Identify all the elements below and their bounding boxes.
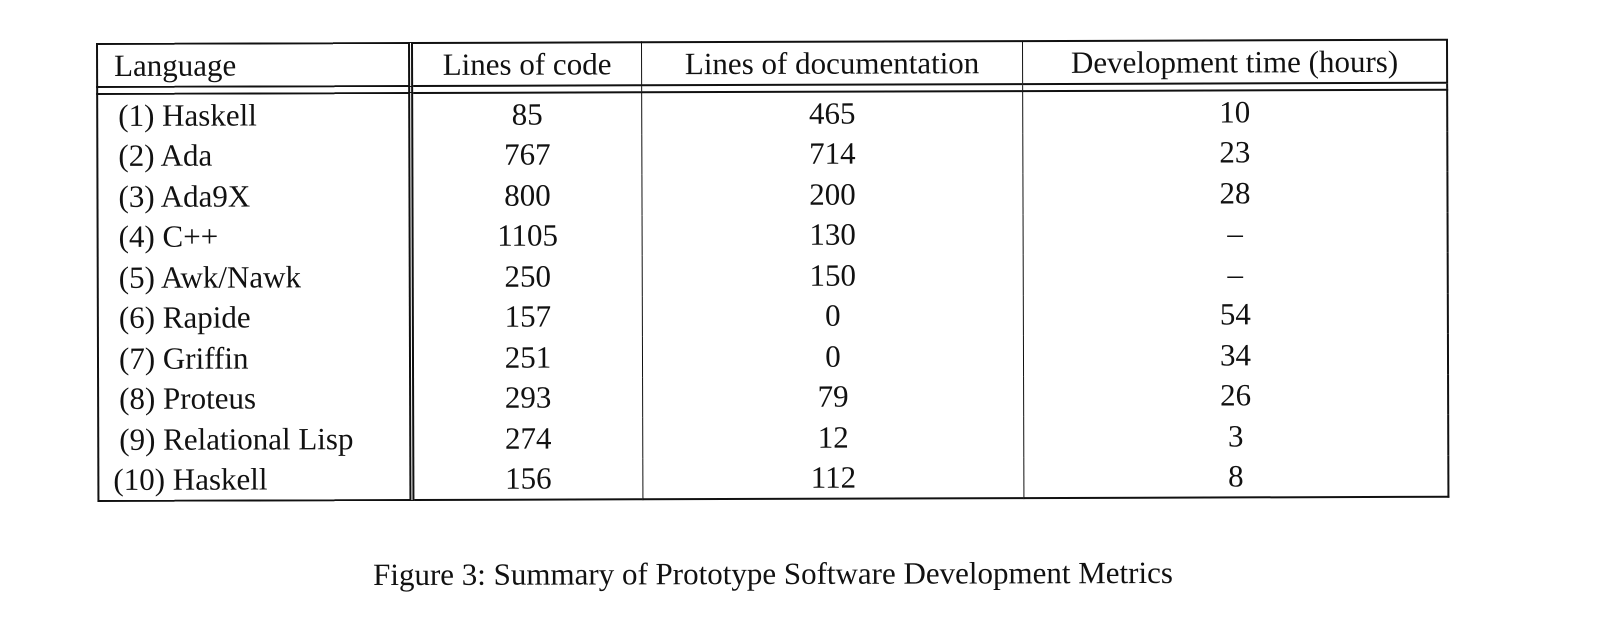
cell-language: (3) Ada9X — [96, 175, 414, 217]
cell-lines-of-documentation: 0 — [641, 335, 1024, 377]
cell-lines-of-documentation: 112 — [642, 456, 1024, 501]
table-row: (4) C++ 1105 130– — [96, 212, 1449, 257]
cell-lines-of-code: 1105 — [497, 217, 559, 253]
metrics-table: Language Lines of code Lines of document… — [96, 38, 1450, 502]
cell-development-time: – — [1022, 252, 1449, 295]
header-row: Language Lines of code Lines of document… — [96, 38, 1449, 88]
header-language: Language — [96, 42, 414, 88]
cell-lines-of-documentation: 79 — [642, 375, 1024, 418]
cell-lines-of-code: 85 — [413, 91, 642, 135]
cell-lines-of-documentation: 714 — [641, 132, 1023, 175]
cell-lines-of-code: 156 — [414, 457, 643, 502]
header-lines-of-documentation: Lines of documentation — [640, 40, 1023, 87]
cell-language: (8) Proteus — [97, 377, 415, 419]
cell-lines-of-code: 251 — [504, 339, 552, 375]
cell-lines-of-code: 800 — [504, 177, 551, 213]
cell-lines-of-code: 250 — [504, 258, 552, 294]
cell-language: (1) Haskell — [96, 92, 414, 136]
cell-language: (6) Rapide — [96, 296, 414, 338]
figure-caption: Figure 3: Summary of Prototype Software … — [373, 554, 1173, 593]
cell-language: (4) C++ — [96, 215, 414, 257]
cell-development-time: 34 — [1022, 333, 1450, 376]
cell-development-time: 3 — [1023, 414, 1450, 457]
cell-lines-of-documentation: 130 — [641, 213, 1023, 256]
cell-language: (10) Haskell — [97, 458, 415, 502]
cell-lines-of-code: 767 — [504, 136, 551, 172]
cell-lines-of-code: 157 — [504, 298, 552, 334]
cell-development-time: 23 — [1022, 131, 1449, 174]
cell-language: (2) Ada — [96, 134, 414, 176]
table-header: Language Lines of code Lines of document… — [96, 38, 1449, 88]
table-row: (10) Haskell 156 112 8 — [97, 455, 1450, 502]
table-row: (1) Haskell 85 465 10 — [96, 88, 1449, 136]
metrics-table-frame: Language Lines of code Lines of document… — [96, 38, 1450, 505]
table-row: (2) Ada 767 714 23 — [96, 131, 1449, 176]
cell-development-time: 10 — [1022, 88, 1449, 133]
cell-lines-of-code: 293 — [504, 379, 552, 415]
cell-lines-of-code: 274 — [504, 420, 552, 456]
header-development-time: Development time (hours) — [1021, 38, 1449, 86]
cell-language: (5) Awk/Nawk — [96, 256, 414, 298]
cell-lines-of-documentation: 200 — [641, 173, 1023, 215]
table-row: (8) Proteus 293 79 26 — [97, 374, 1450, 419]
table-body: (1) Haskell 85 465 10 (2) Ada 767 714 23 (3) Ada… — [96, 83, 1450, 502]
cell-development-time: 8 — [1023, 455, 1450, 500]
table-row: (6) Rapide 157 0 54 — [96, 293, 1449, 338]
table-row: (3) Ada9X 800 200 28 — [96, 171, 1449, 217]
cell-language: (9) Relational Lisp — [97, 418, 415, 460]
cell-lines-of-documentation: 465 — [641, 90, 1023, 134]
table-row: (5) Awk/Nawk 250 150– — [96, 252, 1449, 298]
table-row: (7) Griffin 251 0 34 — [96, 333, 1450, 379]
cell-development-time: 28 — [1022, 171, 1449, 214]
cell-lines-of-documentation: 12 — [642, 416, 1024, 458]
cell-development-time: 26 — [1023, 374, 1450, 417]
cell-lines-of-documentation: 0 — [641, 294, 1023, 337]
cell-language: (7) Griffin — [96, 337, 415, 379]
table-row: (9) Relational Lisp 274 12 3 — [97, 414, 1450, 460]
cell-development-time: – — [1022, 212, 1449, 255]
header-lines-of-code: Lines of code — [412, 41, 642, 88]
cell-development-time: 54 — [1022, 293, 1449, 336]
cell-lines-of-documentation: 150 — [641, 254, 1023, 296]
